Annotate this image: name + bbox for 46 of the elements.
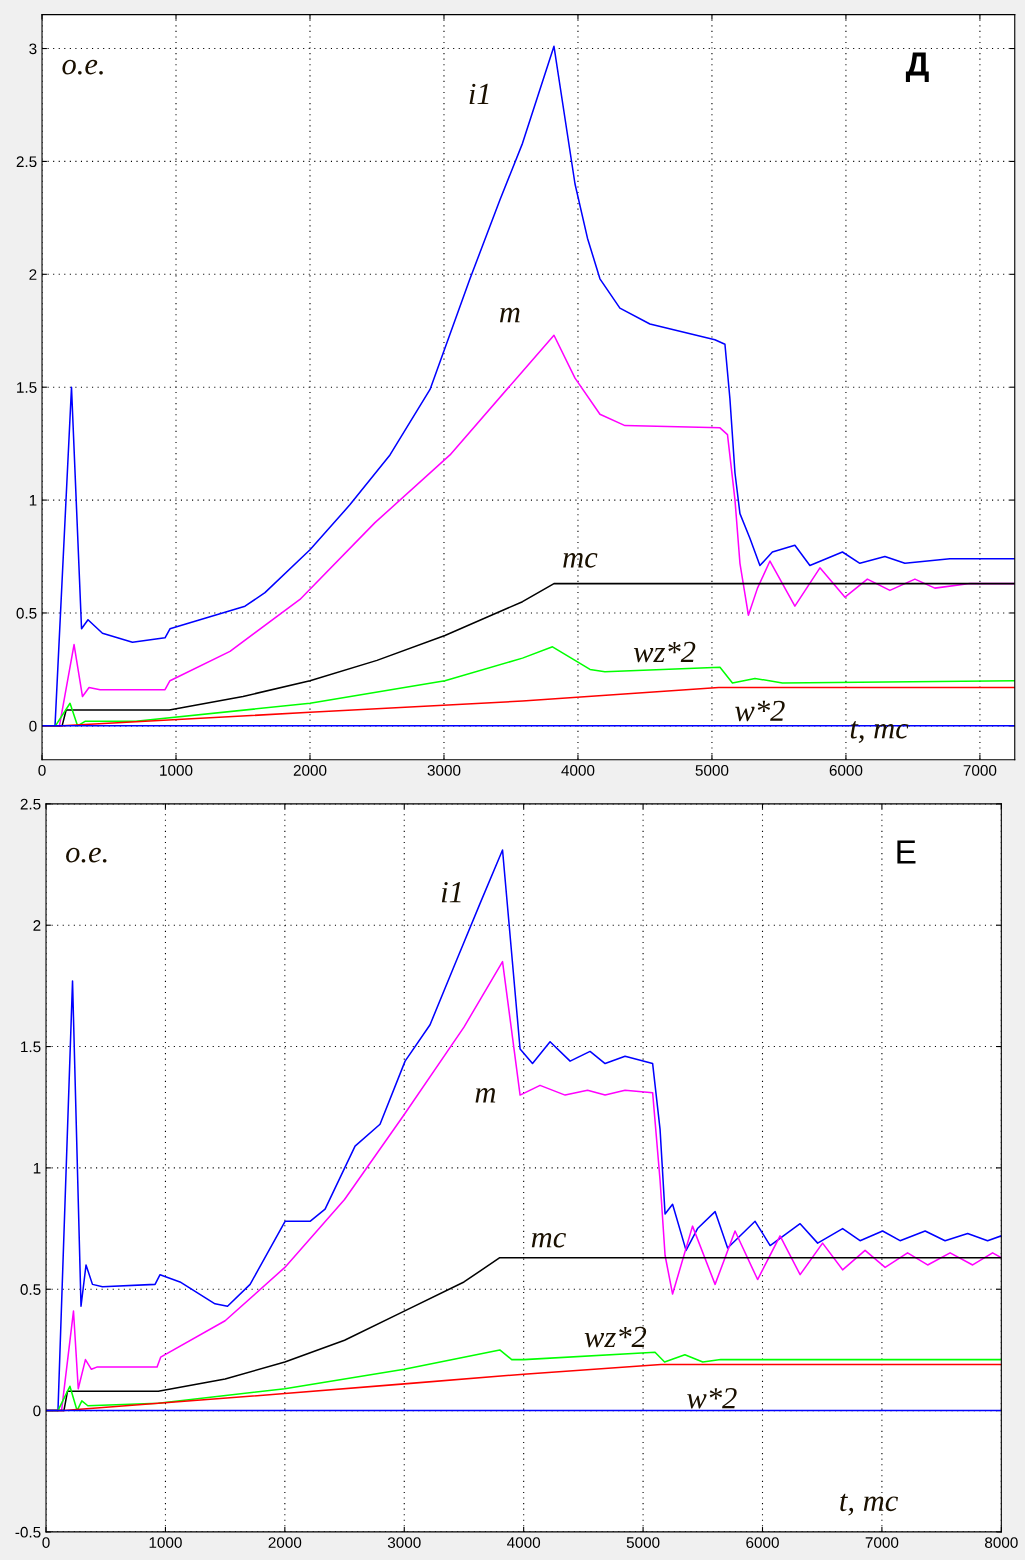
y-tick-label: 0.5: [16, 607, 37, 619]
x-tick-label: 4000: [561, 764, 595, 776]
y-tick-label: 2.5: [16, 156, 37, 168]
x-tick-label: 3000: [427, 764, 461, 776]
series-label: w*2: [735, 700, 785, 722]
y-tick-label: 1: [29, 495, 37, 506]
y-tick-label: 0.5: [20, 1284, 41, 1295]
x-tick-label: 2000: [293, 764, 327, 776]
y-tick-label: 2.5: [20, 798, 41, 810]
series-label: i1: [441, 881, 461, 903]
series-label: w*2: [687, 1387, 737, 1409]
series-label: mc: [563, 552, 598, 568]
x-tick-label: 4000: [507, 1537, 541, 1548]
x-tick-label: 5000: [695, 764, 729, 776]
text: Д: [905, 52, 929, 83]
x-tick-label: 1000: [160, 764, 193, 776]
x-tick-label: 7000: [963, 764, 997, 776]
text: E: [897, 840, 916, 864]
x-tick-label: 3000: [387, 1537, 421, 1548]
y-tick-label: 2: [33, 920, 41, 931]
x-axis-title: t, mc: [840, 1493, 898, 1516]
y-axis-title: o.e.: [62, 59, 103, 75]
y-axis-title: o.e.: [66, 847, 107, 863]
y-tick-label: 0: [33, 1405, 41, 1417]
y-tick-label: 0: [29, 720, 37, 732]
series-label: wz*2: [633, 641, 696, 663]
x-tick-label: 2000: [268, 1537, 302, 1548]
y-tick-label: 1: [33, 1162, 41, 1174]
x-tick-label: 6000: [829, 764, 863, 776]
y-tick-label: 2: [29, 269, 37, 280]
series-label: m: [499, 307, 520, 323]
series-label: m: [475, 1088, 496, 1103]
y-tick-label: 1.5: [17, 382, 37, 393]
series-label: mc: [531, 1232, 566, 1248]
series-label: wz*2: [584, 1326, 647, 1348]
x-tick-label: 8000: [984, 1537, 1018, 1548]
y-tick-label: 3: [29, 43, 37, 55]
x-tick-label: 5000: [626, 1537, 660, 1548]
x-tick-label: 1000: [149, 1537, 182, 1548]
x-tick-label: 0: [42, 1537, 50, 1548]
x-axis-title: t, mc: [850, 721, 909, 744]
series-label: i1: [469, 83, 489, 104]
x-tick-label: 7000: [865, 1537, 899, 1548]
x-tick-label: 6000: [746, 1537, 779, 1548]
y-tick-label: -0.5: [15, 1526, 41, 1538]
y-tick-label: 1.5: [21, 1041, 41, 1053]
